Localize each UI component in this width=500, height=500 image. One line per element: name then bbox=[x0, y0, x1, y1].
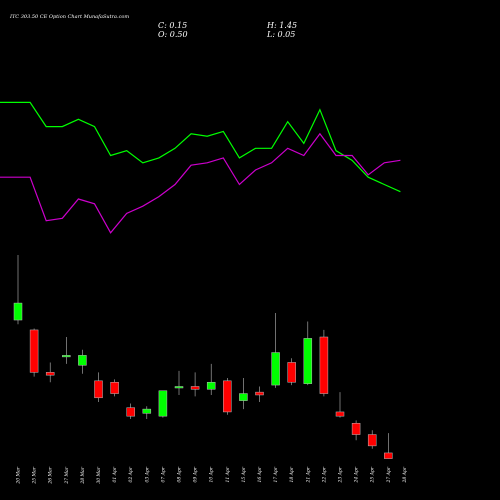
x-tick-label: 17 Apr bbox=[273, 466, 279, 482]
x-tick-label: 01 Apr bbox=[112, 466, 118, 482]
candle-body bbox=[384, 452, 393, 459]
candle-body bbox=[142, 408, 152, 414]
candle bbox=[13, 255, 23, 325]
candle bbox=[335, 392, 345, 418]
x-tick-label: 09 Apr bbox=[193, 466, 199, 482]
open-value: O: 0.50 bbox=[158, 30, 188, 39]
chart-title: ITC 303.50 CE Option Chart MunafaSutra.c… bbox=[9, 14, 129, 20]
x-tick-label: 20 Mar bbox=[16, 466, 22, 484]
x-tick-label: 28 Mar bbox=[80, 466, 86, 484]
candle-body bbox=[255, 391, 264, 396]
candle-body bbox=[29, 329, 39, 373]
candle-body bbox=[303, 338, 313, 384]
candle-body bbox=[78, 355, 87, 366]
candle bbox=[62, 337, 71, 364]
candle-body bbox=[271, 352, 280, 386]
candle-body bbox=[190, 386, 200, 390]
candle bbox=[271, 312, 280, 388]
candle bbox=[223, 378, 232, 415]
x-tick-label: 30 Mar bbox=[96, 466, 102, 483]
candle bbox=[384, 433, 393, 459]
x-tick-label: 25 Mar bbox=[32, 466, 38, 484]
x-tick-label: 11 Apr bbox=[225, 466, 231, 482]
candle bbox=[94, 372, 103, 403]
x-tick-label: 23 Apr bbox=[338, 466, 344, 483]
candle bbox=[78, 349, 87, 374]
high-value: H: 1.45 bbox=[266, 21, 297, 30]
candle-body bbox=[287, 362, 296, 383]
x-tick-label: 03 Apr bbox=[144, 466, 150, 482]
candle-body bbox=[126, 407, 135, 417]
lower-indicator-line bbox=[0, 132, 401, 234]
candle-body bbox=[13, 302, 23, 321]
x-tick-label: 21 Apr bbox=[305, 466, 311, 483]
x-tick-label: 15 Apr bbox=[241, 466, 247, 482]
candle bbox=[255, 386, 264, 403]
x-tick-label: 25 Apr bbox=[370, 466, 376, 483]
candle bbox=[142, 406, 152, 419]
x-tick-label: 18 Apr bbox=[289, 466, 295, 482]
x-axis-ticks: 20 Mar 25 Mar 26 Mar 27 Mar 28 Mar 30 Mar 01 A… bbox=[16, 466, 408, 484]
candle-body bbox=[351, 422, 361, 435]
x-tick-label: 16 Apr bbox=[257, 466, 263, 482]
candle bbox=[206, 363, 216, 395]
candle-body bbox=[335, 411, 345, 417]
x-tick-label: 02 Apr bbox=[128, 466, 134, 482]
upper-indicator-line bbox=[0, 101, 401, 193]
candle bbox=[126, 403, 135, 419]
candles-group bbox=[13, 255, 393, 459]
x-tick-label: 28 Apr bbox=[402, 466, 408, 483]
x-tick-label: 08 Apr bbox=[177, 466, 183, 482]
low-value: L: 0.05 bbox=[266, 30, 295, 39]
candle bbox=[110, 379, 119, 397]
candle bbox=[239, 378, 248, 410]
candle bbox=[319, 329, 329, 397]
candle bbox=[174, 370, 184, 395]
x-tick-label: 27 Apr bbox=[386, 466, 392, 483]
candle bbox=[190, 372, 200, 397]
x-tick-label: 26 Mar bbox=[48, 466, 54, 484]
candle-body bbox=[158, 390, 168, 417]
x-tick-label: 22 Apr bbox=[321, 466, 327, 483]
candle-body bbox=[45, 372, 55, 376]
candle-body bbox=[223, 380, 232, 413]
close-value: C: 0.15 bbox=[158, 21, 187, 30]
candle-body bbox=[62, 355, 71, 358]
candle bbox=[351, 420, 361, 441]
x-tick-label: 24 Apr bbox=[354, 466, 360, 483]
indicator-lines bbox=[0, 101, 401, 234]
x-tick-label: 10 Apr bbox=[209, 466, 215, 482]
candle-body bbox=[319, 336, 329, 394]
candle-body bbox=[110, 381, 119, 394]
candle bbox=[29, 328, 39, 377]
candle-body bbox=[367, 434, 377, 447]
candle-body bbox=[94, 380, 103, 399]
x-tick-label: 07 Apr bbox=[160, 466, 166, 482]
candle bbox=[287, 358, 296, 386]
candle-body bbox=[239, 393, 248, 401]
candle bbox=[367, 430, 377, 449]
candle bbox=[45, 362, 55, 383]
x-tick-label: 27 Mar bbox=[64, 466, 70, 484]
candle bbox=[303, 321, 313, 386]
candle-body bbox=[174, 386, 184, 389]
candle-body bbox=[206, 381, 216, 390]
candle bbox=[158, 390, 168, 418]
